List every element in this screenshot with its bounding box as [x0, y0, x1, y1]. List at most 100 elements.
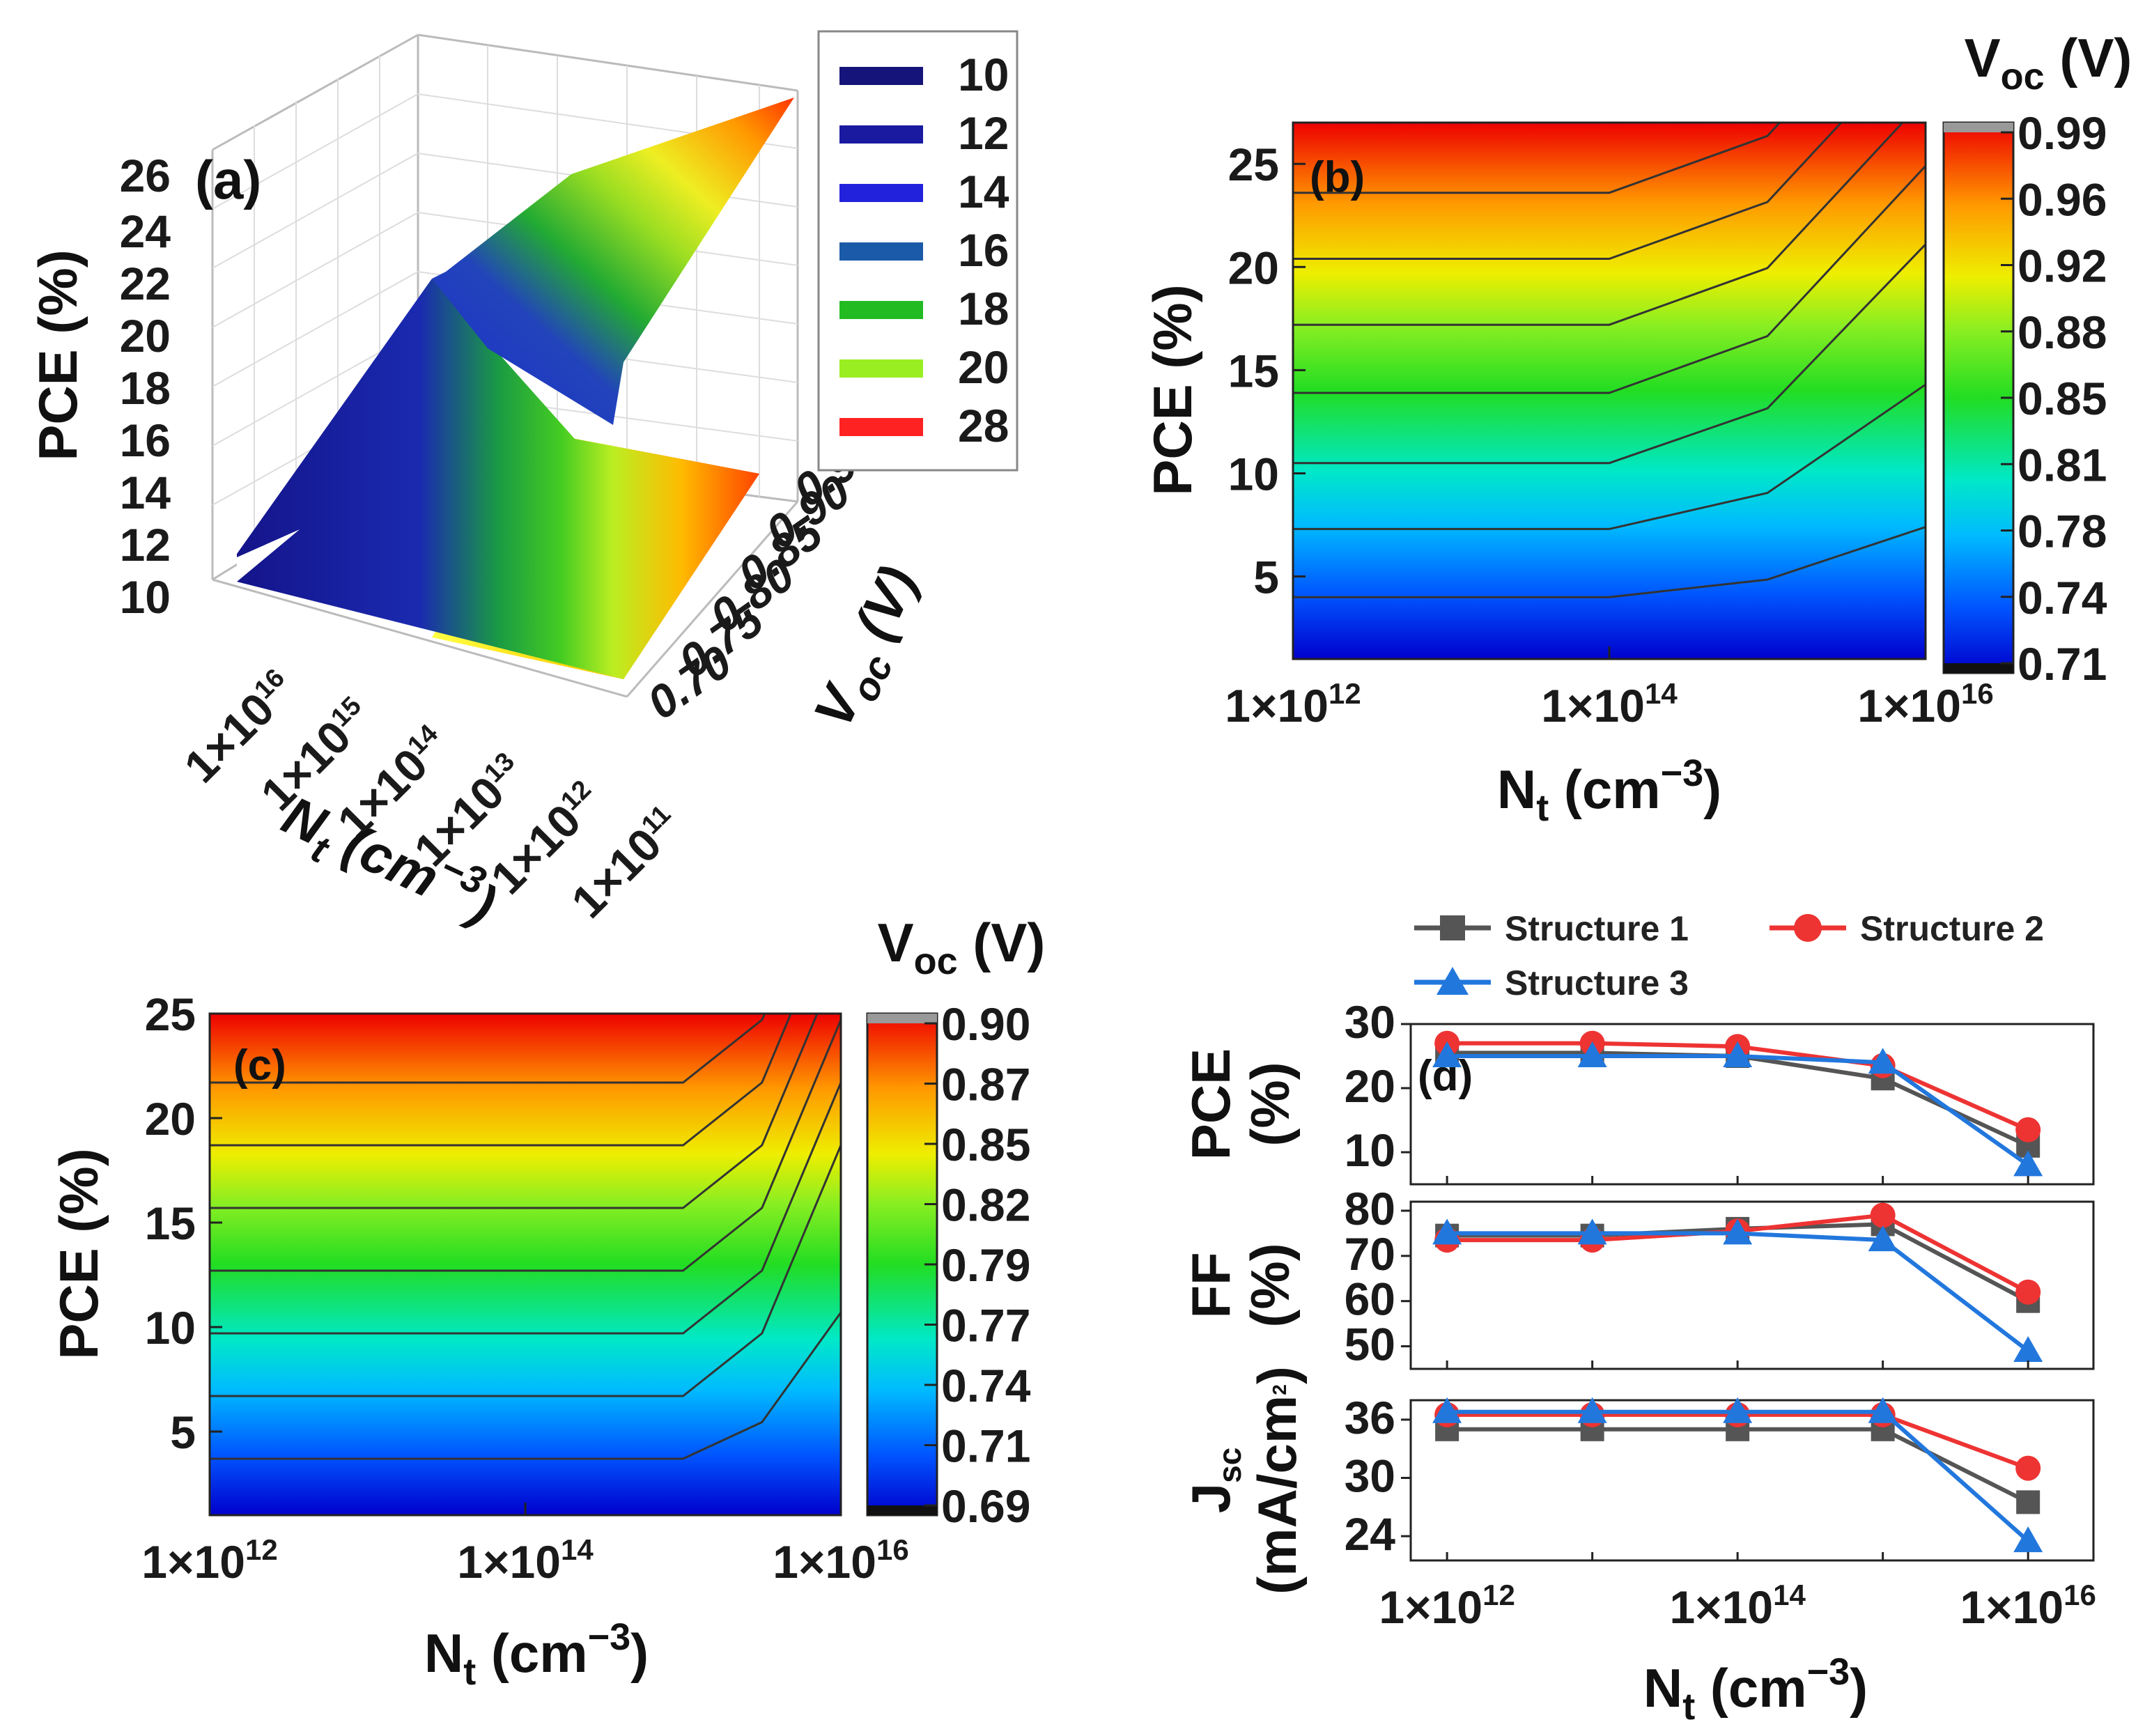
panel-c-colorbar-tick-label: 0.74: [941, 1360, 1031, 1411]
panel-c-colorbar-tick-label: 0.69: [941, 1480, 1030, 1532]
panel-d-data-point: [1723, 1397, 1753, 1423]
panel-d-subplot: 10 20 30 PCE(%): [1180, 996, 2095, 1186]
panel-a-z-tick: 14: [120, 467, 171, 518]
panel-a-legend-item: 18: [839, 283, 1009, 334]
svg-text:Structure 1: Structure 1: [1505, 909, 1689, 948]
panel-a-z-tick: 10: [120, 571, 171, 623]
panel-b-colorbar-tick-label: 0.96: [2018, 173, 2107, 225]
panel-a-z-tick: 20: [120, 310, 171, 362]
panel-d-y-title: Jsc: [1180, 1448, 1248, 1514]
panel-b-colorbar-tick-label: 0.71: [2018, 638, 2107, 690]
panel-b-contour-line: [1293, 123, 1843, 260]
panel-d-series-line: [1447, 1231, 2030, 1353]
panel-b-x-tick-label: 1×1016: [1857, 677, 1993, 731]
panel-d-y-tick-label: 24: [1345, 1508, 1396, 1560]
panel-d-data-point: [2016, 1490, 2041, 1514]
panel-c-x-tick-label: 1×1014: [457, 1533, 594, 1588]
svg-text:Voc (V): Voc (V): [802, 557, 938, 741]
panel-b-colorbar-tick-label: 0.78: [2018, 506, 2107, 557]
panel-a-z-tick: 12: [120, 519, 171, 571]
panel-d-data-point: [2013, 1336, 2043, 1363]
panel-b-colorbar-tick-label: 0.81: [2018, 439, 2107, 490]
panel-d-data-point: [2015, 1279, 2041, 1305]
panel-d: Structure 1 Structure 2 Structure 3 (d) …: [1180, 909, 2096, 1728]
panel-d-x-tick-label: 1×1016: [1960, 1579, 2096, 1633]
panel-d-data-point: [2013, 1526, 2043, 1553]
panel-d-y-tick-label: 30: [1345, 1450, 1395, 1502]
panel-c-plot-area: [210, 1014, 841, 1515]
panel-a-legend-item: 20: [839, 341, 1009, 393]
panel-d-series-structure-3: [1432, 1218, 2043, 1363]
panel-c-colorbar-tick-label: 0.71: [941, 1420, 1030, 1472]
svg-text:Voc (V): Voc (V): [878, 912, 1046, 982]
panel-d-data-point: [2015, 1455, 2041, 1481]
panel-d-y-title: FF: [1180, 1252, 1241, 1318]
panel-c-label: (c): [233, 1041, 286, 1090]
panel-a-legend-label: 12: [958, 107, 1009, 159]
panel-d-y-unit: (mA/cm2): [1246, 1366, 1308, 1595]
panel-b-colorbar-tick-label: 0.99: [2018, 107, 2107, 159]
panel-a-legend-label: 20: [958, 341, 1009, 393]
panel-d-y-unit: (%): [1239, 1243, 1301, 1327]
panel-d-data-point: [1868, 1048, 1898, 1074]
panel-d-data-point: [2015, 1117, 2041, 1142]
svg-text:Voc (V): Voc (V): [1965, 27, 2132, 98]
panel-b-colorbar-tick-label: 0.92: [2018, 240, 2107, 292]
panel-b-y-title: PCE (%): [1142, 284, 1203, 495]
panel-a-legend-item: 16: [839, 224, 1009, 276]
panel-c-y-tick-label: 25: [145, 989, 196, 1040]
panel-c-y-title: PCE (%): [48, 1148, 109, 1359]
panel-d-data-point: [1870, 1202, 1896, 1228]
panel-a-z-title: PCE (%): [27, 249, 88, 460]
panel-d-data-point: [1432, 1218, 1462, 1245]
panel-d-y-tick-label: 36: [1345, 1392, 1395, 1443]
panel-a-lower-notch: [237, 529, 300, 582]
panel-d-data-point: [1432, 1041, 1462, 1067]
panel-d-data-point: [1723, 1218, 1753, 1245]
panel-b-y-tick-label: 15: [1228, 345, 1279, 396]
svg-text:Structure 2: Structure 2: [1860, 909, 2044, 948]
panel-c-x-title: Nt (cm−3): [424, 1616, 649, 1693]
panel-c-colorbar: 0.90 0.87 0.85 0.82 0.79 0.77 0.74 0.71 0.69: [866, 998, 1031, 1532]
panel-a-sheet-surface: [237, 279, 759, 679]
panel-d-subplot-frame: [1409, 1399, 2095, 1562]
panel-a-legend-label: 18: [958, 283, 1009, 334]
panel-a-x-tick: 1×1011: [562, 800, 676, 928]
svg-text:Nt (cm−3): Nt (cm−3): [1643, 1651, 1868, 1728]
legend-item-structure-2: Structure 2: [1770, 909, 2044, 948]
panel-b-plot-area: [1293, 123, 1926, 659]
panel-c-colorbar-title: Voc (V): [878, 912, 1046, 982]
panel-d-series-structure-1: [1435, 1417, 2041, 1514]
panel-b-colorbar-tick-label: 0.85: [2018, 373, 2107, 424]
panel-a-legend-swatch: [839, 301, 923, 319]
panel-a-legend-swatch: [839, 67, 923, 85]
panel-d-y-title: PCE: [1180, 1048, 1241, 1160]
panel-c-y-tick-label: 10: [145, 1302, 196, 1354]
panel-a-z-tick: 22: [120, 258, 171, 309]
panel-b-contour-line: [1293, 123, 1781, 194]
panel-d-series-line: [1447, 1054, 2029, 1167]
panel-c-contour-line: [210, 1145, 841, 1397]
panel-a: 10 12 14 16 18 20 22 24 26 PCE (%) (a) 1…: [27, 30, 1019, 936]
panel-b-contour-line: [1293, 526, 1926, 598]
panel-b-colorbar: 0.99 0.96 0.92 0.88 0.85 0.81 0.78 0.74 0.71: [1942, 107, 2107, 690]
panel-b-colorbar-tick-label: 0.88: [2018, 307, 2107, 358]
panel-d-y-tick-label: 20: [1345, 1060, 1395, 1112]
panel-c-colorbar-tick-label: 0.87: [941, 1059, 1030, 1110]
panel-c-contour-line: [210, 1014, 766, 1084]
panel-a-legend-item: 10: [839, 49, 1009, 100]
panel-a-legend-swatch: [839, 125, 923, 144]
legend-item-structure-1: Structure 1: [1414, 909, 1689, 948]
panel-a-legend-label: 28: [958, 400, 1009, 451]
panel-d-y-tick-label: 50: [1345, 1319, 1395, 1370]
svg-text:Nt (cm−3): Nt (cm−3): [1497, 752, 1721, 829]
panel-d-subplot-frame: [1409, 1023, 2095, 1186]
panel-a-z-tick: 16: [120, 414, 171, 466]
panel-b-x-tick-label: 1×1014: [1541, 677, 1678, 731]
panel-c-contour-line: [210, 1014, 819, 1209]
panel-a-legend-item: 14: [839, 166, 1009, 217]
panel-d-series-structure-3: [1432, 1041, 2043, 1177]
panel-a-label: (a): [195, 149, 261, 210]
